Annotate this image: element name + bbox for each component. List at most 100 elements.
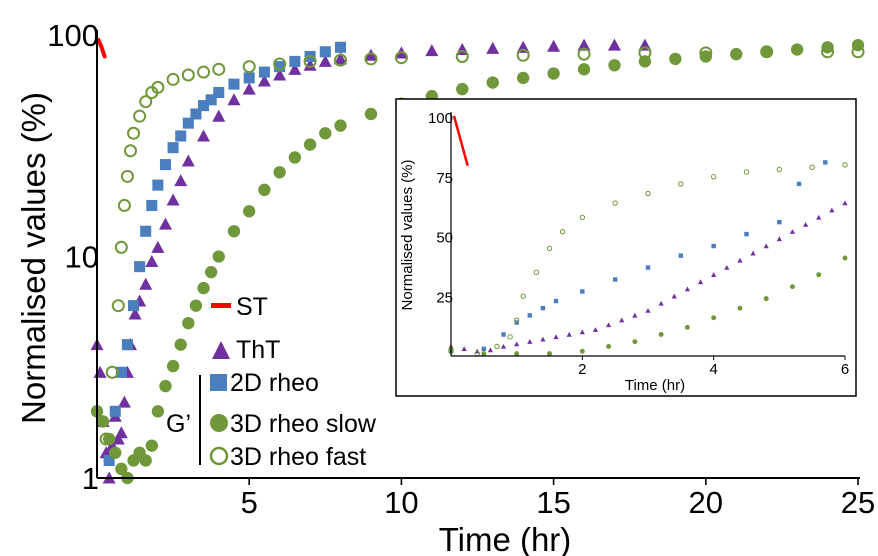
- 3d-rheo-slow-point: [243, 205, 256, 218]
- 2d-rheo-point-inset: [645, 265, 651, 270]
- tht-point: [334, 52, 348, 65]
- x-tick-label: 10: [384, 485, 418, 520]
- x-tick-label-inset: 6: [841, 361, 849, 378]
- tht-point: [364, 48, 378, 61]
- 3d-rheo-fast-point: [117, 198, 131, 212]
- inset-frame: [395, 98, 857, 397]
- 3d-rheo-slow-point: [486, 76, 499, 89]
- 3d-rheo-slow-point: [258, 183, 271, 196]
- 2d-rheo-point-inset: [580, 289, 585, 294]
- series-2d-rheo: [103, 41, 347, 466]
- tht-point: [303, 58, 317, 71]
- tht-point: [117, 395, 131, 408]
- 3d-rheo-slow-point: [334, 119, 347, 132]
- series-2d-rheo-inset: [448, 160, 828, 354]
- 3d-rheo-fast-point-inset: [612, 200, 618, 206]
- 3d-rheo-fast-point: [242, 60, 256, 74]
- 3d-rheo-fast-point-inset: [513, 317, 520, 323]
- legend-st-marker: [211, 303, 231, 308]
- 3d-rheo-slow-point: [166, 359, 180, 373]
- tht-point: [425, 44, 439, 57]
- tht-point: [288, 62, 302, 75]
- 3d-rheo-fast-point-inset: [678, 181, 684, 187]
- 3d-rheo-fast-point-inset: [520, 293, 526, 299]
- tht-point-inset: [724, 264, 730, 270]
- legend-3d-rheo-fast-label: 3D rheo fast: [230, 443, 366, 471]
- 3d-rheo-slow-point: [608, 59, 621, 72]
- tht-point-inset: [527, 339, 533, 344]
- st-line-inset: [453, 115, 469, 167]
- 2d-rheo-point: [190, 108, 202, 120]
- tht-point-inset: [592, 327, 599, 332]
- 2d-rheo-point: [182, 117, 194, 129]
- y-tick-label-inset: 50: [436, 230, 453, 247]
- tht-point: [212, 109, 226, 122]
- 2d-rheo-point-inset: [678, 253, 684, 258]
- x-tick-label-inset: 4: [709, 361, 717, 378]
- 3d-rheo-fast-point-inset: [546, 245, 553, 252]
- tht-point-inset: [671, 293, 677, 299]
- 3d-rheo-fast-point: [139, 95, 153, 109]
- 2d-rheo-point: [205, 94, 217, 106]
- 3d-rheo-fast-point: [197, 65, 211, 79]
- 3d-rheo-fast-point: [99, 432, 113, 446]
- tht-point: [166, 193, 180, 206]
- 2d-rheo-point: [167, 142, 179, 154]
- 3d-rheo-slow-point: [303, 138, 317, 151]
- 3d-rheo-slow-point: [159, 379, 172, 393]
- 3d-rheo-slow-point: [699, 50, 712, 63]
- 3d-rheo-slow-point-inset: [658, 332, 664, 337]
- 2d-rheo-point-inset: [796, 181, 802, 187]
- tht-point-inset: [606, 322, 612, 328]
- 3d-rheo-fast-point: [303, 54, 317, 68]
- tht-point-inset: [553, 334, 559, 340]
- 3d-rheo-fast-point-inset: [494, 343, 500, 350]
- 3d-rheo-fast-point-inset: [842, 162, 848, 168]
- y-tick-label-inset: 25: [436, 289, 453, 306]
- 3d-rheo-fast-point-inset: [710, 174, 717, 180]
- 2d-rheo-point-inset: [527, 313, 533, 318]
- 2d-rheo-point-inset: [553, 298, 559, 304]
- tht-point-inset: [566, 331, 572, 337]
- 3d-rheo-slow-point: [288, 151, 302, 164]
- x-axis-title: Time (hr): [439, 521, 572, 556]
- 3d-rheo-slow-point: [577, 63, 591, 76]
- 3d-rheo-slow-point-inset: [737, 305, 743, 311]
- 3d-rheo-slow-point: [669, 52, 682, 66]
- 3d-rheo-slow-point: [204, 265, 218, 279]
- 3d-rheo-slow-point: [212, 250, 225, 263]
- 2d-rheo-point: [134, 261, 146, 273]
- y-tick-label: 10: [65, 240, 99, 275]
- 2d-rheo-point: [128, 300, 140, 312]
- tht-point: [227, 93, 241, 106]
- tht-point-inset: [500, 343, 507, 349]
- 3d-rheo-slow-point: [115, 462, 128, 476]
- 3d-rheo-slow-point-inset: [763, 296, 769, 302]
- 3d-rheo-slow-point: [364, 107, 378, 121]
- x-tick-label: 15: [536, 485, 570, 520]
- 2d-rheo-point: [146, 199, 158, 211]
- tht-point-inset: [579, 329, 585, 335]
- tht-point: [181, 154, 195, 167]
- 3d-rheo-fast-point: [114, 240, 128, 254]
- 2d-rheo-point-inset: [540, 305, 546, 311]
- tht-point-inset: [684, 286, 690, 292]
- 3d-rheo-fast-point: [111, 299, 125, 313]
- legend-3d-rheo-fast-marker: [209, 446, 229, 466]
- 3d-rheo-slow-point: [821, 41, 834, 54]
- 2d-rheo-point: [109, 405, 121, 417]
- tht-point: [114, 426, 128, 439]
- x-tick-label: 5: [241, 485, 258, 520]
- legend: ST ThT G’ 2D rheo 3D rheo slow 3D rheo f…: [166, 293, 377, 471]
- 3d-rheo-slow-point: [516, 71, 530, 85]
- legend-tht-marker: [212, 341, 230, 359]
- 2d-rheo-point: [140, 225, 152, 237]
- tht-point: [158, 217, 172, 230]
- 3d-rheo-slow-point-inset: [816, 272, 822, 278]
- 2d-rheo-point-inset: [744, 231, 749, 237]
- legend-group-label: G’: [166, 410, 191, 438]
- 3d-rheo-slow-point: [456, 82, 469, 96]
- tht-point-inset: [632, 312, 638, 318]
- 3d-rheo-fast-point-inset: [507, 334, 513, 340]
- 3d-rheo-fast-point: [394, 51, 408, 65]
